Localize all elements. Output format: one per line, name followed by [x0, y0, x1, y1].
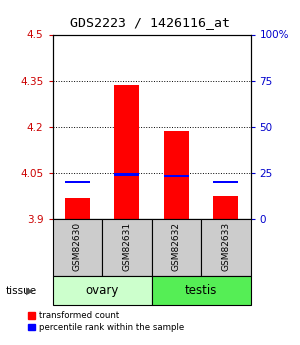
Bar [114, 85, 139, 219]
Text: testis: testis [185, 284, 217, 297]
Text: GSM82630: GSM82630 [73, 222, 82, 271]
Text: GSM82631: GSM82631 [122, 222, 131, 271]
Text: tissue: tissue [6, 286, 37, 296]
Bar [152, 276, 250, 305]
Bar [52, 276, 152, 305]
Bar [152, 219, 201, 276]
Bar [52, 219, 102, 276]
Text: ▶: ▶ [26, 286, 33, 296]
Bar [114, 173, 139, 176]
Bar [201, 219, 250, 276]
Text: GSM82633: GSM82633 [221, 222, 230, 271]
Bar [213, 181, 238, 184]
Bar [213, 196, 238, 219]
Bar [65, 181, 90, 184]
Text: ovary: ovary [85, 284, 119, 297]
Bar [65, 198, 90, 219]
Text: GDS2223 / 1426116_at: GDS2223 / 1426116_at [70, 16, 230, 29]
Bar [102, 219, 152, 276]
Bar [164, 131, 189, 219]
Legend: transformed count, percentile rank within the sample: transformed count, percentile rank withi… [28, 311, 184, 332]
Text: GSM82632: GSM82632 [172, 222, 181, 271]
Bar [164, 175, 189, 177]
